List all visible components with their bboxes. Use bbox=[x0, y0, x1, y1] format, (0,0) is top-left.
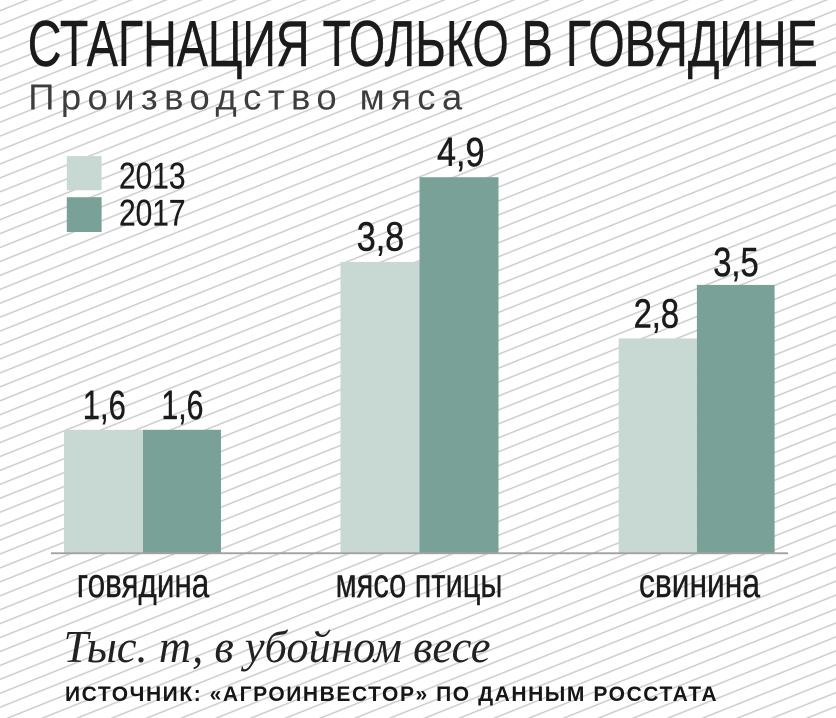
svg-text:1,6: 1,6 bbox=[83, 382, 126, 428]
svg-text:2,8: 2,8 bbox=[634, 291, 680, 337]
svg-text:2013: 2013 bbox=[119, 155, 186, 196]
svg-text:3,5: 3,5 bbox=[713, 239, 759, 285]
svg-text:3,8: 3,8 bbox=[357, 214, 405, 260]
svg-text:свинина: свинина bbox=[639, 560, 760, 606]
svg-text:СТАГНАЦИЯ ТОЛЬКО В ГОВЯДИНЕ: СТАГНАЦИЯ ТОЛЬКО В ГОВЯДИНЕ bbox=[28, 7, 818, 80]
svg-text:1,6: 1,6 bbox=[161, 382, 203, 428]
svg-text:говядина: говядина bbox=[77, 560, 210, 606]
svg-text:ИСТОЧНИК: «АГРОИНВЕСТОР» ПО ДА: ИСТОЧНИК: «АГРОИНВЕСТОР» ПО ДАННЫМ РОССТ… bbox=[65, 683, 717, 706]
svg-text:Тыс. т, в убойном весе: Тыс. т, в убойном весе bbox=[64, 621, 491, 672]
svg-text:мясо птицы: мясо птицы bbox=[336, 560, 503, 606]
svg-text:Производство мяса: Производство мяса bbox=[28, 76, 463, 117]
svg-text:4,9: 4,9 bbox=[437, 129, 485, 175]
svg-text:2017: 2017 bbox=[119, 192, 186, 233]
